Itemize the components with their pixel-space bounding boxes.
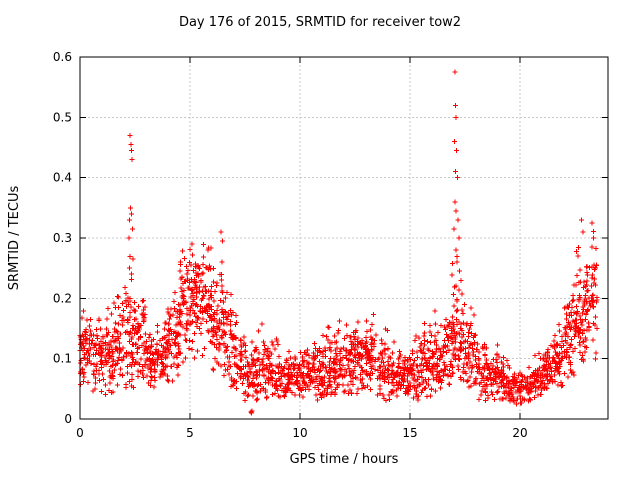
y-axis-title: SRMTID / TECUs — [7, 186, 22, 291]
x-tick-label: 15 — [402, 426, 417, 440]
x-tick-label: 0 — [76, 426, 84, 440]
y-tick-label: 0.2 — [53, 291, 72, 305]
scatter-points — [77, 69, 600, 416]
y-tick-label: 0.6 — [53, 50, 72, 64]
y-tick-label: 0.5 — [53, 110, 72, 124]
y-tick-label: 0 — [64, 412, 72, 426]
y-tick-label: 0.3 — [53, 231, 72, 245]
chart-title: Day 176 of 2015, SRMTID for receiver tow… — [179, 15, 461, 30]
x-tick-label: 5 — [186, 426, 194, 440]
x-tick-label: 20 — [512, 426, 527, 440]
plot-border — [79, 56, 609, 420]
y-tick-label: 0.1 — [53, 352, 72, 366]
y-tick-label: 0.4 — [53, 171, 72, 185]
x-tick-label: 10 — [292, 426, 307, 440]
x-axis-title: GPS time / hours — [290, 452, 399, 467]
